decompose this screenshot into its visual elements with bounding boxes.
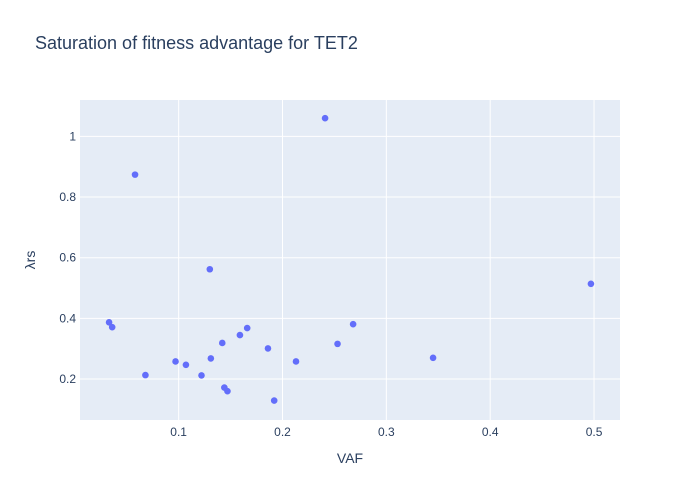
data-point[interactable]: [172, 358, 179, 365]
y-tick-label: 0.4: [59, 311, 76, 325]
data-point[interactable]: [198, 372, 205, 379]
data-point[interactable]: [292, 358, 300, 365]
data-point[interactable]: [105, 319, 113, 326]
x-tick-label: 0.4: [482, 425, 499, 439]
data-point[interactable]: [207, 355, 215, 362]
data-point[interactable]: [182, 361, 190, 369]
y-tick-label: 0.2: [59, 372, 76, 386]
data-point[interactable]: [206, 265, 214, 273]
data-point[interactable]: [587, 280, 595, 288]
y-tick-label: 0.8: [59, 190, 76, 204]
data-point[interactable]: [131, 171, 139, 178]
data-point[interactable]: [142, 371, 149, 379]
data-point[interactable]: [264, 345, 272, 352]
chart-title: Saturation of fitness advantage for TET2: [35, 33, 358, 53]
data-point[interactable]: [334, 340, 341, 348]
data-point[interactable]: [321, 114, 329, 122]
data-point[interactable]: [270, 397, 278, 404]
data-point[interactable]: [243, 324, 251, 332]
x-tick-label: 0.3: [378, 425, 395, 439]
x-tick-label: 0.1: [170, 425, 187, 439]
data-point[interactable]: [224, 387, 231, 395]
grid-lines: [80, 100, 620, 420]
plot-area: [80, 100, 620, 420]
y-tick-label: 0.6: [59, 251, 76, 265]
data-points: [105, 114, 595, 404]
data-point[interactable]: [236, 331, 244, 339]
x-tick-label: 0.2: [274, 425, 291, 439]
tick-labels: 0.1 0.2 0.3 0.4 0.5 0.2 0.4 0.6 0.8 1: [59, 129, 602, 439]
x-axis-title: VAF: [337, 450, 363, 466]
data-point[interactable]: [218, 339, 226, 347]
data-point[interactable]: [429, 354, 437, 362]
x-tick-label: 0.5: [586, 425, 603, 439]
data-point[interactable]: [349, 320, 357, 328]
y-tick-label: 1: [69, 129, 76, 143]
data-point[interactable]: [108, 323, 116, 331]
y-axis-title: λrs: [22, 251, 38, 270]
